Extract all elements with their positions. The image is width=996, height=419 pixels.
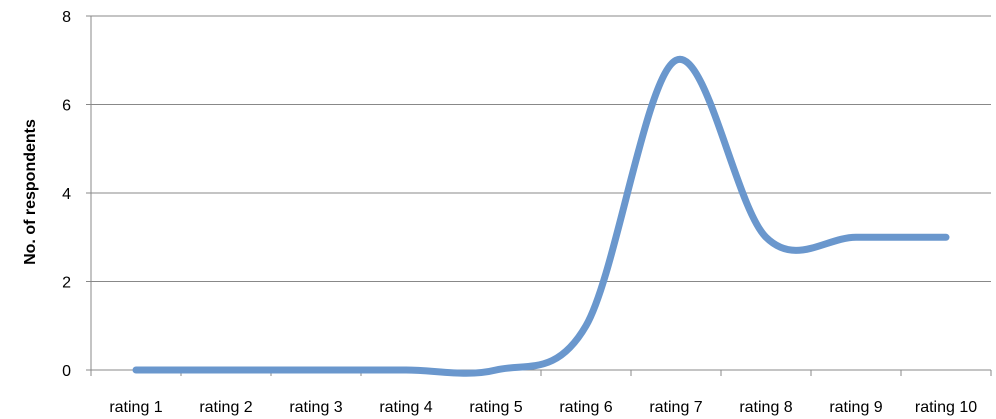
- data-point: [493, 367, 499, 373]
- data-point: [133, 367, 139, 373]
- series-layer: [132, 56, 950, 377]
- x-tick-labels: rating 1 rating 2 rating 3 rating 4 rating 5…: [109, 399, 977, 416]
- data-point: [943, 234, 949, 240]
- y-tick-label: 8: [62, 9, 71, 26]
- x-tick-label: rating 4: [379, 399, 432, 416]
- y-tick-label: 6: [62, 98, 71, 115]
- data-point: [853, 234, 859, 240]
- data-point: [313, 367, 319, 373]
- data-point: [763, 234, 769, 240]
- x-tick-label: rating 3: [289, 399, 342, 416]
- series-line: [132, 56, 950, 377]
- x-tick-label: rating 5: [469, 399, 522, 416]
- data-point: [673, 57, 679, 63]
- x-tick-label: rating 1: [109, 399, 162, 416]
- y-tick-label: 0: [62, 363, 71, 380]
- y-tick-label: 4: [62, 186, 71, 203]
- y-tick-label: 2: [62, 275, 71, 292]
- x-tick-label: rating 9: [829, 399, 882, 416]
- x-tick-label: rating 7: [649, 399, 702, 416]
- data-point: [583, 323, 589, 329]
- x-tick-label: rating 2: [199, 399, 252, 416]
- data-point: [223, 367, 229, 373]
- data-point: [403, 367, 409, 373]
- x-tick-label: rating 6: [559, 399, 612, 416]
- x-tick-label: rating 10: [915, 399, 977, 416]
- gridlines: [91, 15, 991, 282]
- y-axis-title: No. of respondents: [22, 119, 39, 265]
- x-tick-label: rating 8: [739, 399, 792, 416]
- axes: [86, 15, 992, 376]
- y-tick-labels: 0 2 4 6 8: [62, 9, 71, 380]
